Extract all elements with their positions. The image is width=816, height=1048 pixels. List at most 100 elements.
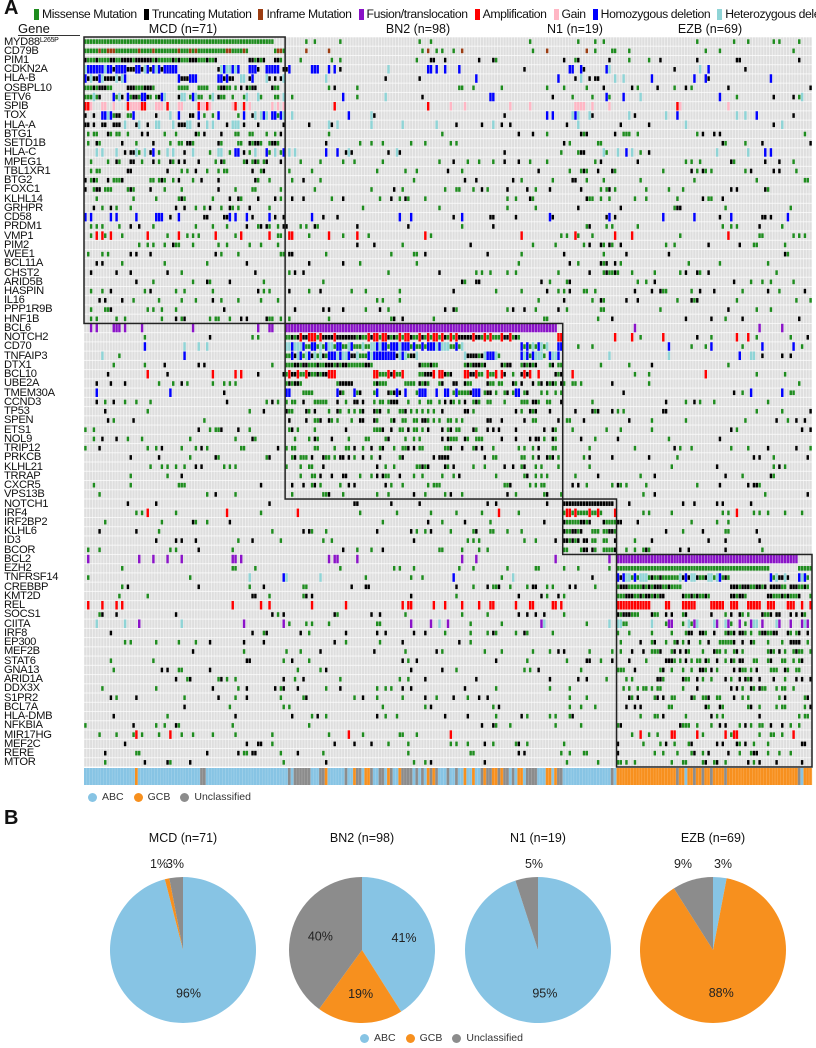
grid-background xyxy=(84,37,812,767)
alteration-cell xyxy=(755,658,758,664)
alteration-cell xyxy=(109,630,113,636)
alteration-cell xyxy=(223,307,226,312)
alteration-cell xyxy=(407,658,410,664)
alteration-cell xyxy=(684,723,688,728)
alteration-cell xyxy=(452,288,455,294)
alteration-cell xyxy=(619,482,623,488)
alteration-cell xyxy=(662,168,665,174)
alteration-cell xyxy=(636,686,640,691)
alteration-cell xyxy=(704,695,707,701)
alteration-cell xyxy=(87,65,90,74)
alteration-cell xyxy=(307,529,311,534)
alteration-cell xyxy=(795,667,798,673)
alteration-cell xyxy=(664,288,668,294)
alteration-cell xyxy=(370,342,373,351)
alteration-cell xyxy=(225,214,229,220)
alteration-cell xyxy=(214,427,217,433)
alteration-cell xyxy=(732,695,736,701)
gene-label: IRF4 xyxy=(4,507,27,518)
alteration-cell xyxy=(273,686,277,691)
alteration-cell xyxy=(582,510,586,516)
alteration-cell xyxy=(333,323,336,333)
alteration-cell xyxy=(95,187,98,192)
alteration-cell xyxy=(664,529,668,534)
alteration-cell xyxy=(545,288,549,294)
alteration-cell xyxy=(418,39,421,44)
alteration-cell xyxy=(104,760,107,765)
alteration-cell xyxy=(579,519,583,525)
alteration-cell xyxy=(455,510,458,516)
alteration-cell xyxy=(506,390,509,396)
alteration-cell xyxy=(152,307,155,312)
alteration-cell xyxy=(217,111,220,120)
alteration-cell xyxy=(322,538,325,543)
alteration-cell xyxy=(741,593,744,599)
subtype-cell xyxy=(721,768,725,785)
alteration-cell xyxy=(370,120,373,130)
alteration-cell xyxy=(625,676,628,682)
alteration-cell xyxy=(523,67,526,72)
alteration-cell xyxy=(356,362,359,368)
alteration-cell xyxy=(392,351,396,361)
alteration-cell xyxy=(299,323,302,333)
alteration-cell xyxy=(800,676,804,682)
alteration-cell xyxy=(707,76,710,81)
alteration-cell xyxy=(84,177,87,183)
alteration-cell xyxy=(528,353,532,359)
alteration-cell xyxy=(752,639,756,645)
alteration-cell xyxy=(358,390,362,396)
alteration-cell xyxy=(477,279,481,285)
alteration-cell xyxy=(415,427,419,433)
alteration-cell xyxy=(228,65,232,74)
alteration-cell xyxy=(602,547,606,553)
alteration-cell xyxy=(197,547,200,553)
alteration-cell xyxy=(758,510,761,516)
gene-name: BTG1 xyxy=(4,127,33,140)
alteration-cell xyxy=(98,529,101,534)
alteration-cell xyxy=(115,122,118,128)
alteration-cell xyxy=(163,131,166,137)
alteration-cell xyxy=(605,676,608,682)
subtype-cell xyxy=(715,768,719,785)
alteration-cell xyxy=(446,427,450,433)
subtype-cell xyxy=(664,768,668,785)
alteration-cell xyxy=(95,196,98,202)
alteration-cell xyxy=(596,529,600,534)
alteration-cell xyxy=(565,760,569,765)
alteration-cell xyxy=(438,205,441,211)
alteration-cell xyxy=(531,408,535,414)
alteration-cell xyxy=(172,57,175,63)
alteration-cell xyxy=(166,554,169,564)
subtype-cell xyxy=(222,768,226,785)
pie-slice-unclassified xyxy=(673,877,713,950)
alteration-cell xyxy=(375,323,379,333)
alteration-cell xyxy=(650,575,654,580)
alteration-cell xyxy=(350,381,353,386)
alteration-cell xyxy=(438,455,441,460)
alteration-cell xyxy=(375,529,379,534)
alteration-cell xyxy=(256,177,260,183)
alteration-cell xyxy=(494,658,498,664)
alteration-cell xyxy=(98,492,101,497)
alteration-cell xyxy=(588,224,591,229)
alteration-cell xyxy=(239,74,243,83)
gene-label: NOL9 xyxy=(4,433,32,444)
alteration-cell xyxy=(424,196,427,202)
alteration-cell xyxy=(412,381,416,386)
alteration-cell xyxy=(503,390,506,396)
gene-name: EZH2 xyxy=(4,562,32,575)
alteration-cell xyxy=(157,298,161,303)
alteration-cell xyxy=(189,94,192,100)
alteration-cell xyxy=(667,251,671,257)
alteration-cell xyxy=(786,212,790,222)
alteration-cell xyxy=(409,140,413,146)
alteration-cell xyxy=(775,760,778,765)
alteration-cell xyxy=(129,39,132,44)
alteration-cell xyxy=(662,584,665,590)
alteration-cell xyxy=(248,85,251,91)
alteration-cell xyxy=(543,492,546,497)
alteration-cell xyxy=(781,686,784,691)
alteration-cell xyxy=(211,381,215,386)
alteration-cell xyxy=(721,741,724,747)
alteration-cell xyxy=(135,65,138,74)
